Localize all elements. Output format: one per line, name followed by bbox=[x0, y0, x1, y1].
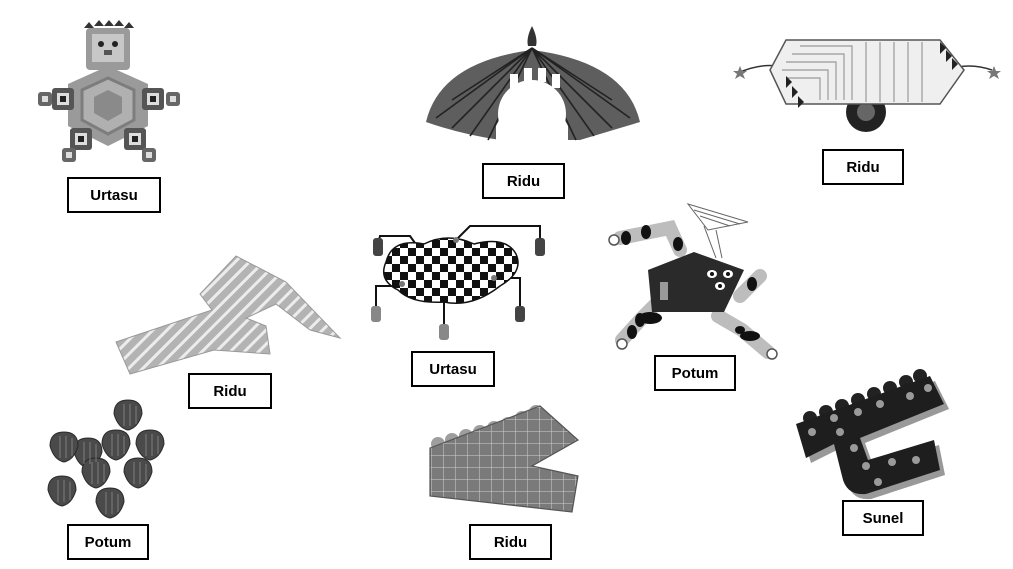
label-sunel-hook: Sunel bbox=[842, 500, 924, 536]
label-urtasu-top: Urtasu bbox=[67, 177, 161, 213]
label-urtasu-checker: Urtasu bbox=[411, 351, 495, 387]
label-ridu-cart: Ridu bbox=[822, 149, 904, 185]
urtasu-checker-creature bbox=[371, 225, 545, 340]
ridu-zigzag-creature bbox=[115, 255, 342, 375]
ridu-grid-creature bbox=[429, 405, 580, 513]
potum-seeds-creature bbox=[47, 399, 165, 519]
ridu-dome-creature bbox=[426, 26, 640, 148]
label-potum-legs: Potum bbox=[654, 355, 736, 391]
label-potum-seeds: Potum bbox=[67, 524, 149, 560]
ridu-cart-creature bbox=[733, 39, 1001, 132]
urtasu-robot-creature bbox=[38, 20, 180, 162]
label-ridu-grid: Ridu bbox=[469, 524, 552, 560]
sunel-hook-creature bbox=[796, 369, 949, 500]
potum-legs-creature bbox=[608, 203, 778, 360]
label-ridu-zigzag: Ridu bbox=[188, 373, 272, 409]
label-ridu-dome: Ridu bbox=[482, 163, 565, 199]
